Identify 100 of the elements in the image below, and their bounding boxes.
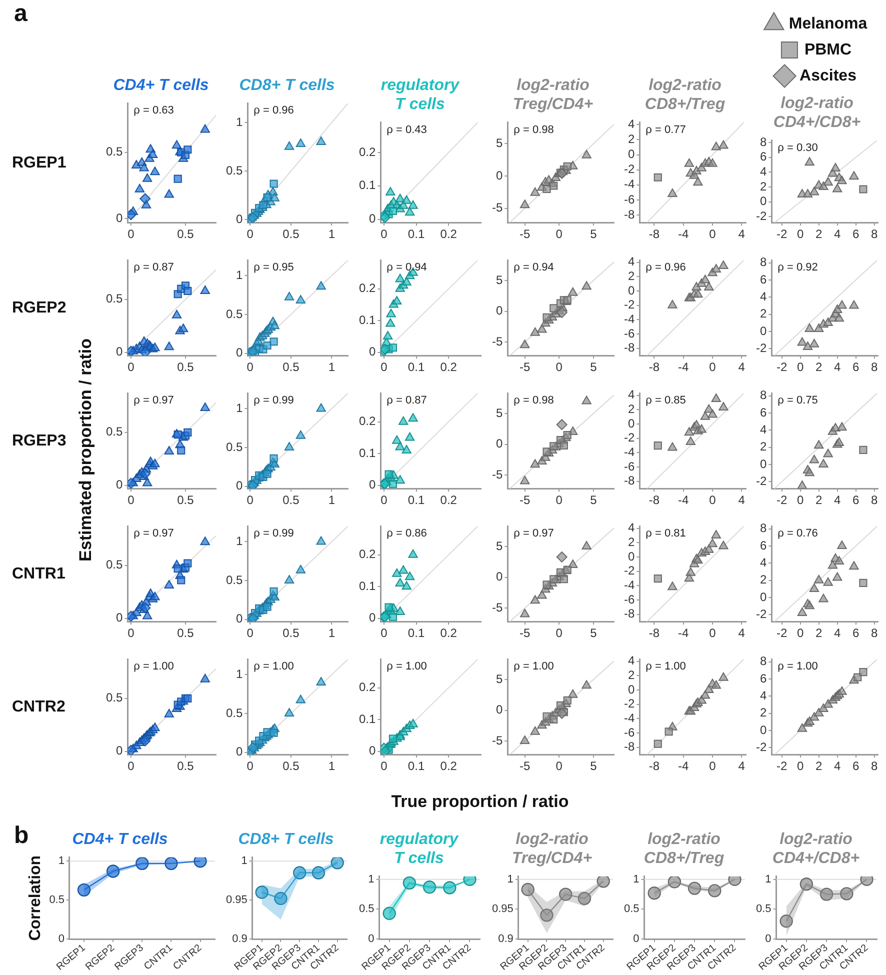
- chart-title: log2-ratio CD8+/Treg: [644, 831, 724, 868]
- y-tick-label: -5: [492, 733, 503, 748]
- y-tick-label: 0: [496, 304, 503, 318]
- x-tick-label: 2: [815, 759, 822, 774]
- y-tick-label: 0: [236, 612, 243, 626]
- chart-title: log2-ratio Treg/CD4+: [512, 831, 592, 868]
- annotation: ρ = 0.75: [778, 394, 818, 407]
- x-tick-label: -5: [519, 227, 530, 242]
- x-tick-label: 1: [328, 493, 336, 508]
- x-tick-label: -2: [776, 626, 788, 640]
- chart-title: log2-ratio Treg/CD4+: [512, 77, 594, 114]
- x-tick-label: 0: [380, 493, 388, 508]
- y-tick-label: -2: [756, 740, 767, 754]
- y-tick-label: 0.9: [498, 933, 514, 946]
- x-tick-label: 0.2: [440, 493, 458, 508]
- y-tick-label: 2: [628, 132, 635, 146]
- y-tick-label: 0: [496, 570, 503, 584]
- y-axis-title: RGEP2: [12, 299, 66, 316]
- y-tick-label: -8: [624, 606, 635, 621]
- x-tick-label: 0: [796, 759, 804, 774]
- y-tick-label: 0.5: [226, 440, 243, 454]
- y-tick-label: 0.1: [358, 178, 376, 192]
- y-tick-label: 2: [760, 306, 767, 321]
- chart-title: CD8+ T cells: [238, 831, 334, 848]
- x-tick-label: 0: [709, 493, 716, 508]
- chart-title: log2-ratio CD4+/CD8+: [773, 95, 861, 132]
- y-tick-label: 0: [628, 283, 635, 298]
- y-tick-label: -8: [624, 740, 635, 754]
- annotation: ρ = 0.97: [514, 528, 554, 540]
- y-tick-label: 4: [760, 688, 767, 702]
- y-tick-label: 4: [628, 654, 635, 668]
- text: Estimated proportion / ratio: [76, 338, 96, 564]
- x-tick-label: 0.1: [408, 493, 425, 508]
- y-tick-label: 0: [760, 590, 767, 604]
- x-tick-label: 1: [328, 759, 336, 774]
- x-tick-label: 0.5: [282, 227, 300, 242]
- y-tick-label: 8: [760, 654, 767, 668]
- x-tick-label: 6: [852, 759, 860, 774]
- y-tick-label: -6: [624, 192, 635, 206]
- text: b: [14, 822, 29, 850]
- x-tick-label: 0.2: [440, 626, 458, 640]
- y-tick-label: -8: [624, 474, 635, 488]
- x-tick-label: 0: [556, 626, 563, 640]
- y-tick-label: 0: [760, 456, 767, 471]
- chart-title: regulatory T cells: [380, 831, 460, 868]
- y-tick-label: 0.5: [106, 292, 123, 306]
- y-tick-label: 1: [236, 667, 243, 682]
- y-tick-label: 5: [496, 672, 503, 686]
- y-tick-label: 0.1: [358, 578, 376, 593]
- y-tick-label: 8: [760, 255, 767, 270]
- x-tick-label: 4: [738, 227, 746, 242]
- annotation: ρ = 0.98: [514, 394, 554, 407]
- y-tick-label: 0.2: [358, 414, 376, 428]
- annotation: ρ = 1.00: [254, 660, 294, 673]
- y-tick-label: 0: [628, 682, 635, 696]
- x-tick-label: 4: [834, 227, 841, 242]
- y-tick-label: 2: [628, 535, 635, 550]
- y-tick-label: 0: [236, 346, 243, 360]
- x-tick-label: 1: [328, 360, 336, 374]
- x-tick-label: 4: [834, 493, 841, 508]
- y-tick-label: 2: [628, 402, 635, 416]
- x-tick-label: 1: [328, 227, 336, 242]
- annotation: ρ = 1.00: [386, 660, 427, 673]
- y-tick-label: -6: [624, 592, 635, 606]
- x-tick-label: -8: [648, 626, 660, 640]
- x-tick-label: 0: [556, 227, 563, 242]
- x-tick-label: -5: [519, 626, 530, 640]
- y-tick-label: 1: [241, 855, 248, 868]
- y-tick-label: 1: [236, 401, 243, 416]
- annotation: ρ = 0.99: [254, 528, 294, 540]
- x-tick-label: 4: [738, 626, 746, 640]
- x-tick-label: 5: [590, 626, 598, 640]
- y-tick-label: 0: [368, 744, 376, 758]
- y-tick-label: 4: [760, 289, 767, 304]
- y-tick-label: 0: [628, 147, 635, 162]
- y-tick-label: 0: [368, 933, 374, 946]
- y-tick-label: -2: [756, 341, 767, 356]
- y-tick-label: -4: [624, 312, 635, 326]
- x-tick-label: 6: [852, 360, 860, 374]
- y-tick-label: -4: [624, 711, 635, 726]
- y-tick-label: -4: [624, 578, 635, 592]
- x-tick-label: 0.5: [177, 227, 194, 242]
- y-axis-title: CNTR1: [12, 565, 66, 582]
- annotation: ρ = 0.87: [386, 394, 427, 407]
- x-tick-label: 0: [556, 360, 563, 374]
- annotation: ρ = 0.85: [646, 394, 686, 407]
- y-tick-label: 0: [368, 344, 376, 359]
- y-tick-label: 2: [760, 706, 767, 720]
- y-tick-label: 6: [760, 405, 767, 420]
- x-tick-label: 0: [128, 360, 135, 374]
- x-tick-label: -5: [519, 493, 530, 508]
- x-tick-label: -8: [648, 360, 660, 374]
- x-tick-label: 0.5: [282, 493, 300, 508]
- x-tick-label: 2: [815, 626, 822, 640]
- y-tick-label: -5: [492, 334, 503, 348]
- y-tick-label: 0: [368, 610, 376, 625]
- x-tick-label: -4: [678, 360, 690, 374]
- x-tick-label: 0: [380, 626, 388, 640]
- y-tick-label: 0.95: [226, 894, 248, 906]
- x-tick-label: 6: [852, 227, 860, 242]
